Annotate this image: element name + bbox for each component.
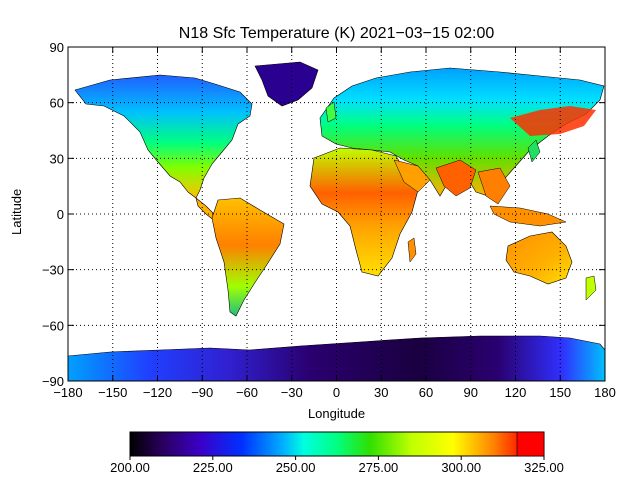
antarctica-region	[67, 335, 606, 382]
japan-region	[527, 139, 541, 163]
grid-lines	[68, 47, 605, 381]
chart-title: N18 Sfc Temperature (K) 2021−03−15 02:00	[178, 25, 495, 42]
x-tick-label: 90	[464, 385, 478, 400]
y-tick-label: −60	[42, 318, 64, 333]
x-axis-ticks: −180 −150 −120 −90 −60 −30 0 30 60 90 120 150 180	[53, 47, 616, 400]
southeast-asia-region	[477, 167, 511, 205]
arabia-region	[393, 159, 431, 193]
x-axis-label: Longitude	[307, 406, 366, 421]
colorbar-tick-label: 325.00	[524, 460, 564, 475]
colorbar-tick-label: 250.00	[276, 460, 316, 475]
madagascar-region	[407, 237, 417, 263]
y-tick-label: 60	[50, 96, 64, 111]
y-tick-label: 90	[50, 40, 64, 55]
new-zealand-region	[585, 275, 597, 301]
x-tick-label: 180	[594, 385, 616, 400]
x-tick-label: −30	[281, 385, 303, 400]
x-tick-label: −120	[143, 385, 172, 400]
australia-region	[505, 231, 573, 285]
y-tick-label: 30	[50, 151, 64, 166]
greenland-region	[254, 61, 319, 107]
y-tick-label: 0	[57, 207, 64, 222]
x-tick-label: −60	[236, 385, 258, 400]
x-tick-label: 0	[333, 385, 340, 400]
x-tick-label: 150	[549, 385, 571, 400]
x-tick-label: 120	[505, 385, 527, 400]
colorbar-tick-label: 300.00	[441, 460, 481, 475]
land-layer	[67, 61, 606, 382]
colorbar-tick-label: 200.00	[110, 460, 150, 475]
north-america-region	[74, 74, 253, 199]
x-tick-label: −180	[53, 385, 82, 400]
uk-region	[325, 101, 337, 123]
x-tick-label: −90	[191, 385, 213, 400]
siberia-warm-patch	[510, 106, 596, 136]
colorbar-tick-label: 275.00	[359, 460, 399, 475]
south-america-region	[211, 197, 285, 317]
x-tick-label: 30	[374, 385, 388, 400]
indonesia-region	[489, 205, 567, 227]
eurasia-region	[319, 67, 605, 197]
colorbar	[129, 431, 545, 457]
colorbar-tick-label: 225.00	[193, 460, 233, 475]
x-tick-label: −150	[98, 385, 127, 400]
y-tick-label: −30	[42, 263, 64, 278]
y-tick-label: −90	[42, 374, 64, 389]
y-axis-ticks: 90 60 30 0 −30 −60 −90	[42, 40, 605, 389]
south-asia-region	[435, 159, 477, 197]
colorbar-ticks: 200.00 225.00 250.00 275.00 300.00 325.00	[110, 456, 564, 475]
colorbar-top-segment	[516, 431, 545, 457]
x-tick-label: 60	[419, 385, 433, 400]
